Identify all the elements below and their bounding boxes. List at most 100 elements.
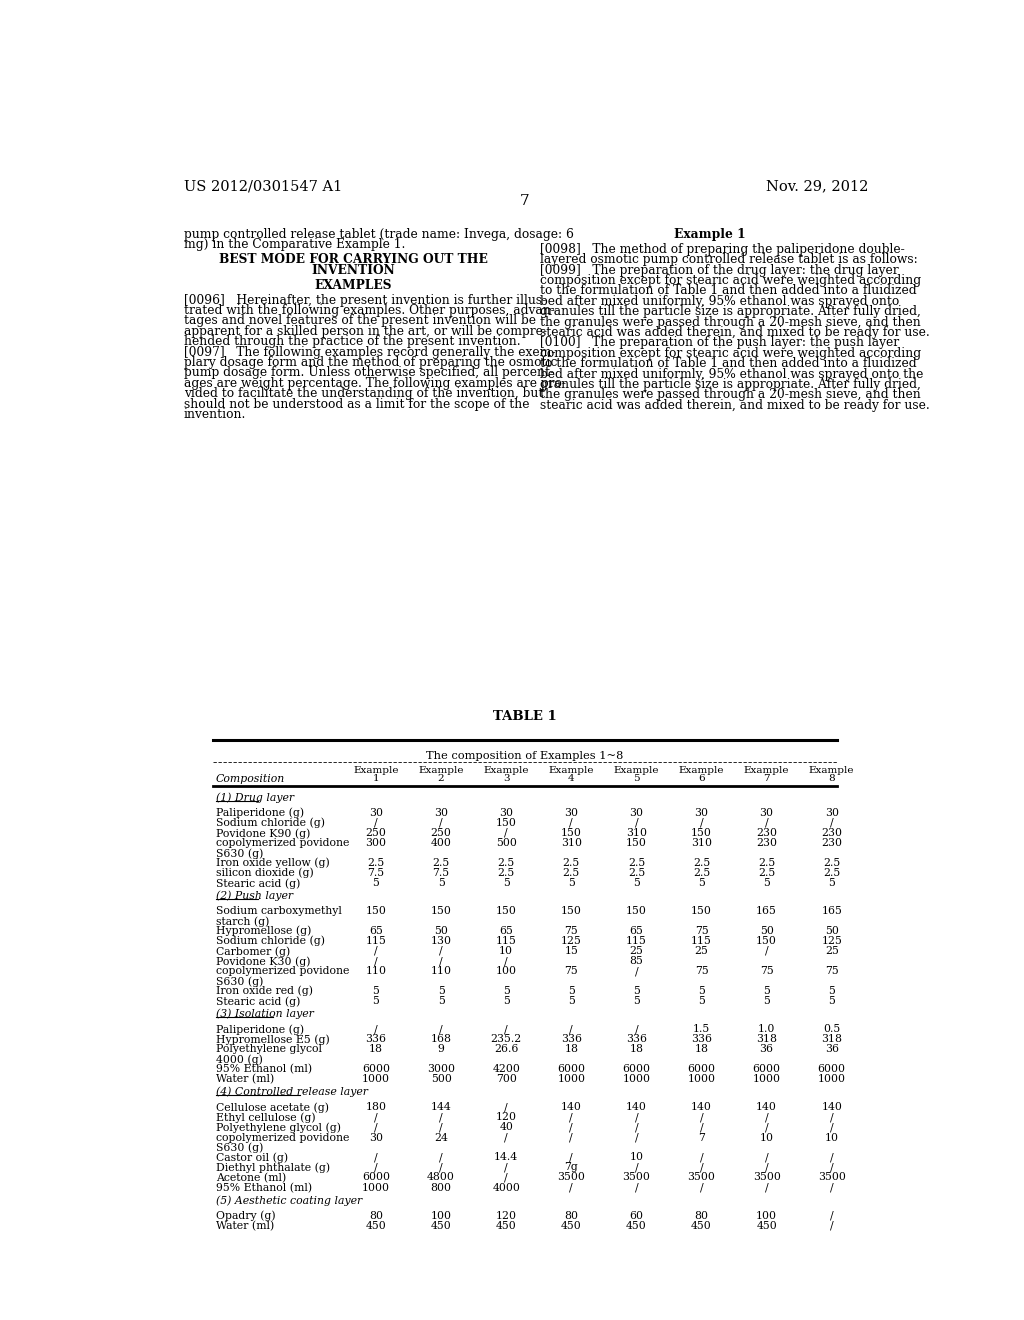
Text: 150: 150 [561,828,582,838]
Text: 25: 25 [824,946,839,956]
Text: 5: 5 [633,775,640,783]
Text: S630 (g): S630 (g) [216,1143,263,1154]
Text: 2.5: 2.5 [628,867,645,878]
Text: Sodium chloride (g): Sodium chloride (g) [216,936,325,946]
Text: 5: 5 [503,878,510,888]
Text: 2.5: 2.5 [758,867,775,878]
Text: 2.5: 2.5 [628,858,645,867]
Text: Povidone K90 (g): Povidone K90 (g) [216,828,310,838]
Text: /: / [635,1163,638,1172]
Text: /: / [635,1122,638,1133]
Text: 450: 450 [626,1221,647,1230]
Text: 310: 310 [561,838,582,849]
Text: 230: 230 [756,838,777,849]
Text: Example: Example [613,766,659,775]
Text: /: / [829,1221,834,1230]
Text: /: / [765,1183,768,1193]
Text: [0100]   The preparation of the push layer: the push layer: [0100] The preparation of the push layer… [541,337,899,350]
Text: 30: 30 [824,808,839,817]
Text: 80: 80 [369,1210,383,1221]
Text: to the formulation of Table 1 and then added into a fluidized: to the formulation of Table 1 and then a… [541,358,916,370]
Text: /: / [699,1113,703,1122]
Text: 150: 150 [626,906,647,916]
Text: copolymerized povidone: copolymerized povidone [216,1133,349,1143]
Text: Iron oxide yellow (g): Iron oxide yellow (g) [216,858,330,869]
Text: /: / [569,1113,573,1122]
Text: 85: 85 [630,956,643,966]
Text: 5: 5 [568,986,574,995]
Text: /: / [439,1122,443,1133]
Text: /: / [439,1152,443,1162]
Text: /: / [765,818,768,828]
Text: 40: 40 [500,1122,513,1133]
Text: 5: 5 [437,878,444,888]
Text: 26.6: 26.6 [494,1044,518,1055]
Text: Nov. 29, 2012: Nov. 29, 2012 [766,180,868,193]
Text: TABLE 1: TABLE 1 [494,710,557,723]
Text: 50: 50 [760,925,773,936]
Text: 6000: 6000 [362,1064,390,1074]
Text: 5: 5 [373,997,380,1006]
Text: 5: 5 [698,997,705,1006]
Text: 3000: 3000 [427,1064,455,1074]
Text: /: / [765,1152,768,1162]
Text: EXAMPLES: EXAMPLES [314,279,392,292]
Text: Example: Example [353,766,398,775]
Text: Povidone K30 (g): Povidone K30 (g) [216,956,310,966]
Text: Example: Example [419,766,464,775]
Text: /: / [829,818,834,828]
Text: Iron oxide red (g): Iron oxide red (g) [216,986,312,997]
Text: copolymerized povidone: copolymerized povidone [216,966,349,977]
Text: US 2012/0301547 A1: US 2012/0301547 A1 [183,180,342,193]
Text: 5: 5 [373,986,380,995]
Text: Example: Example [679,766,724,775]
Text: 5: 5 [698,986,705,995]
Text: 75: 75 [760,966,773,977]
Text: /: / [569,818,573,828]
Text: 2.5: 2.5 [758,858,775,867]
Text: /: / [569,1122,573,1133]
Text: 30: 30 [500,808,513,817]
Text: 30: 30 [564,808,579,817]
Text: 75: 75 [694,966,709,977]
Text: bed after mixed uniformly, 95% ethanol was sprayed onto: bed after mixed uniformly, 95% ethanol w… [541,294,899,308]
Text: 6000: 6000 [623,1064,650,1074]
Text: /: / [569,1152,573,1162]
Text: 150: 150 [691,906,712,916]
Text: 318: 318 [756,1034,777,1044]
Text: 2: 2 [438,775,444,783]
Text: 95% Ethanol (ml): 95% Ethanol (ml) [216,1183,311,1193]
Text: 110: 110 [431,966,452,977]
Text: (2) Push layer: (2) Push layer [216,891,293,902]
Text: the granules were passed through a 20-mesh sieve, and then: the granules were passed through a 20-me… [541,388,921,401]
Text: 235.2: 235.2 [490,1034,522,1044]
Text: 310: 310 [626,828,647,838]
Text: 336: 336 [691,1034,712,1044]
Text: Example: Example [483,766,529,775]
Text: layered osmotic pump controlled release tablet is as follows:: layered osmotic pump controlled release … [541,253,919,267]
Text: mg) in the Comparative Example 1.: mg) in the Comparative Example 1. [183,238,406,251]
Text: /: / [374,818,378,828]
Text: granules till the particle size is appropriate. After fully dried,: granules till the particle size is appro… [541,305,922,318]
Text: /: / [765,1122,768,1133]
Text: 30: 30 [630,808,643,817]
Text: Example 1: Example 1 [674,227,745,240]
Text: 7.5: 7.5 [368,867,385,878]
Text: /: / [569,1133,573,1143]
Text: 120: 120 [496,1113,517,1122]
Text: /: / [699,1163,703,1172]
Text: 4000: 4000 [493,1183,520,1193]
Text: 3500: 3500 [623,1172,650,1183]
Text: 7: 7 [520,194,529,207]
Text: trated with the following examples. Other purposes, advan-: trated with the following examples. Othe… [183,304,555,317]
Text: 30: 30 [694,808,709,817]
Text: 1000: 1000 [362,1183,390,1193]
Text: 10: 10 [630,1152,643,1162]
Text: tages and novel features of the present invention will be: tages and novel features of the present … [183,314,536,327]
Text: /: / [374,946,378,956]
Text: /: / [374,1163,378,1172]
Text: 5: 5 [503,986,510,995]
Text: Castor oil (g): Castor oil (g) [216,1152,288,1163]
Text: Hypromellose (g): Hypromellose (g) [216,925,311,936]
Text: 150: 150 [496,818,517,828]
